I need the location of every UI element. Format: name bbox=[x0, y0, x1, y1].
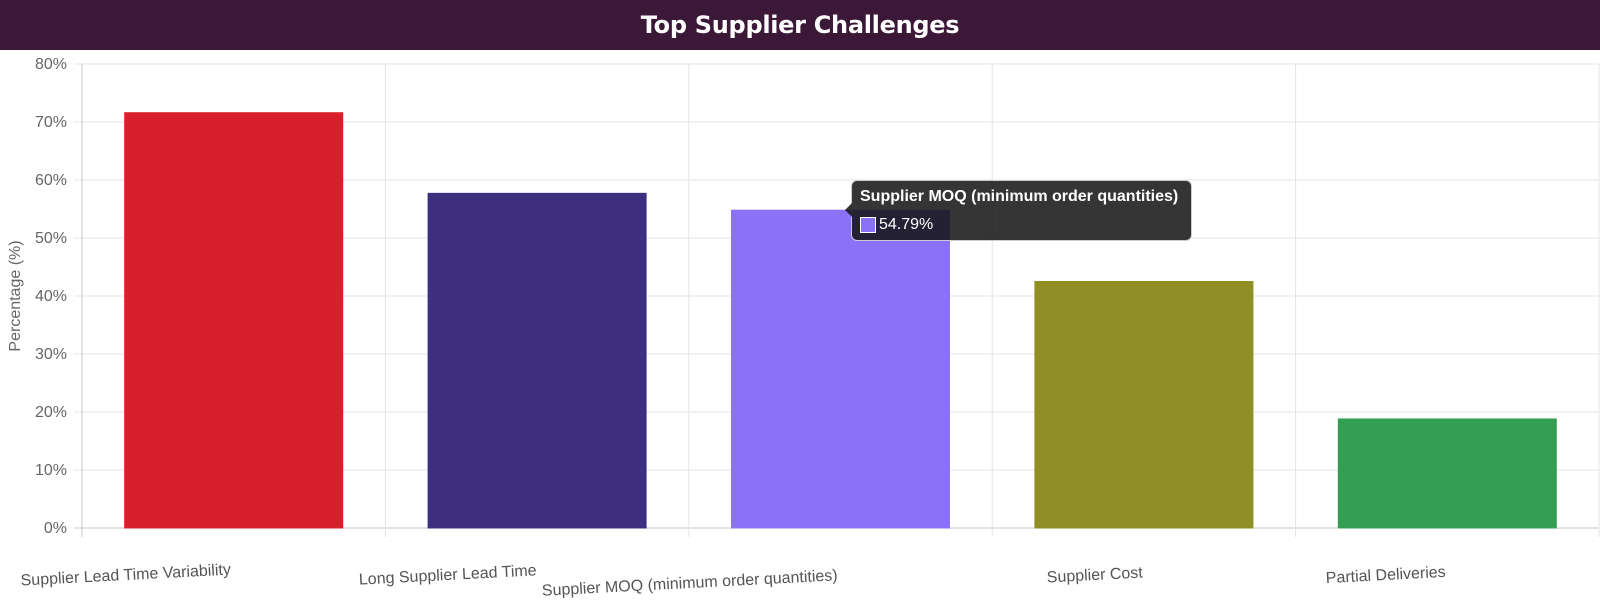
x-tick-label: Long Supplier Lead Time bbox=[358, 562, 537, 588]
bar[interactable] bbox=[731, 209, 950, 529]
chart-title-bar: Top Supplier Challenges bbox=[0, 0, 1600, 50]
y-tick-label: 60% bbox=[35, 172, 67, 189]
y-tick-label: 30% bbox=[35, 346, 67, 363]
chart-title: Top Supplier Challenges bbox=[640, 11, 960, 39]
y-axis-ticks: 0% 10% 20% 30% 40% 50% 60% 70% 80% bbox=[35, 56, 67, 537]
tooltip-title: Supplier MOQ (minimum order quantities) bbox=[860, 188, 1179, 205]
y-tick-label: 70% bbox=[35, 114, 67, 131]
x-tick-label: Supplier Cost bbox=[1046, 564, 1143, 586]
bar[interactable] bbox=[1034, 281, 1254, 529]
bar[interactable] bbox=[124, 112, 344, 529]
x-tick-label: Supplier Lead Time Variability bbox=[20, 562, 231, 590]
bar[interactable] bbox=[1337, 418, 1557, 529]
x-tick-label: Supplier MOQ (minimum order quantities) bbox=[541, 567, 838, 599]
y-tick-label: 80% bbox=[35, 56, 67, 73]
y-tick-label: 0% bbox=[44, 520, 67, 537]
tooltip-color-swatch bbox=[860, 217, 876, 233]
y-tick-label: 20% bbox=[35, 404, 67, 421]
y-tick-label: 40% bbox=[35, 288, 67, 305]
bar[interactable] bbox=[427, 192, 647, 529]
y-tick-label: 10% bbox=[35, 462, 67, 479]
y-axis-title: Percentage (%) bbox=[7, 240, 24, 351]
tooltip-value: 54.79% bbox=[879, 216, 934, 233]
x-tick-label: Partial Deliveries bbox=[1325, 564, 1446, 587]
bar-chart: 0% 10% 20% 30% 40% 50% 60% 70% 80% Supplier Lead… bbox=[7, 56, 1600, 600]
bar-tooltip: Supplier MOQ (minimum order quantities) … bbox=[845, 180, 1192, 241]
bars-group bbox=[124, 112, 1557, 529]
x-axis-labels: Supplier Lead Time Variability Long Suppl… bbox=[20, 562, 1446, 600]
y-tick-label: 50% bbox=[35, 230, 67, 247]
